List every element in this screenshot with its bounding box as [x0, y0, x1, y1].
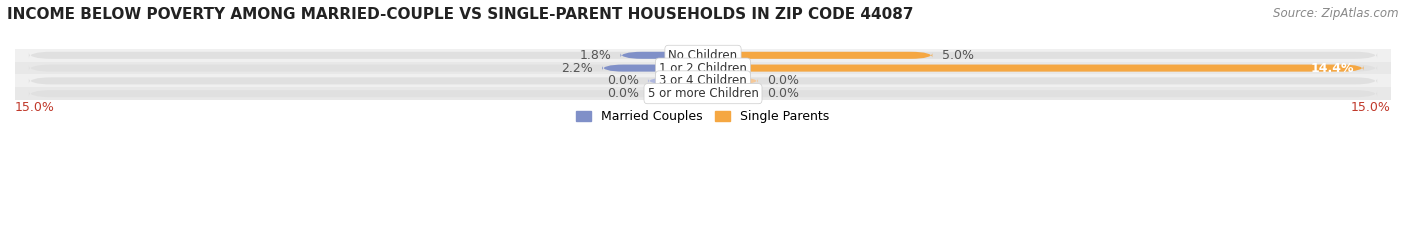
Text: 5.0%: 5.0% [942, 49, 973, 62]
FancyBboxPatch shape [703, 77, 758, 84]
Text: 15.0%: 15.0% [1351, 101, 1391, 114]
FancyBboxPatch shape [28, 77, 1378, 84]
FancyBboxPatch shape [648, 77, 703, 84]
FancyBboxPatch shape [703, 65, 1364, 72]
Text: 0.0%: 0.0% [768, 87, 799, 100]
Legend: Married Couples, Single Parents: Married Couples, Single Parents [571, 106, 835, 128]
FancyBboxPatch shape [620, 52, 703, 59]
Text: 1.8%: 1.8% [579, 49, 612, 62]
Text: INCOME BELOW POVERTY AMONG MARRIED-COUPLE VS SINGLE-PARENT HOUSEHOLDS IN ZIP COD: INCOME BELOW POVERTY AMONG MARRIED-COUPL… [7, 7, 914, 22]
Text: 5 or more Children: 5 or more Children [648, 87, 758, 100]
Text: 3 or 4 Children: 3 or 4 Children [659, 74, 747, 87]
FancyBboxPatch shape [28, 90, 1378, 97]
FancyBboxPatch shape [703, 90, 758, 97]
Text: 2.2%: 2.2% [561, 62, 593, 75]
FancyBboxPatch shape [703, 52, 932, 59]
Text: Source: ZipAtlas.com: Source: ZipAtlas.com [1274, 7, 1399, 20]
Text: 0.0%: 0.0% [768, 74, 799, 87]
Text: 15.0%: 15.0% [15, 101, 55, 114]
FancyBboxPatch shape [28, 65, 1378, 72]
Text: No Children: No Children [668, 49, 738, 62]
Text: 0.0%: 0.0% [607, 87, 638, 100]
Text: 1 or 2 Children: 1 or 2 Children [659, 62, 747, 75]
FancyBboxPatch shape [602, 65, 703, 72]
FancyBboxPatch shape [28, 52, 1378, 59]
Bar [15, 75, 1391, 87]
Text: 0.0%: 0.0% [607, 74, 638, 87]
Bar [15, 49, 1391, 62]
Bar [15, 87, 1391, 100]
Text: 14.4%: 14.4% [1310, 62, 1354, 75]
Bar [15, 62, 1391, 75]
FancyBboxPatch shape [648, 90, 703, 97]
